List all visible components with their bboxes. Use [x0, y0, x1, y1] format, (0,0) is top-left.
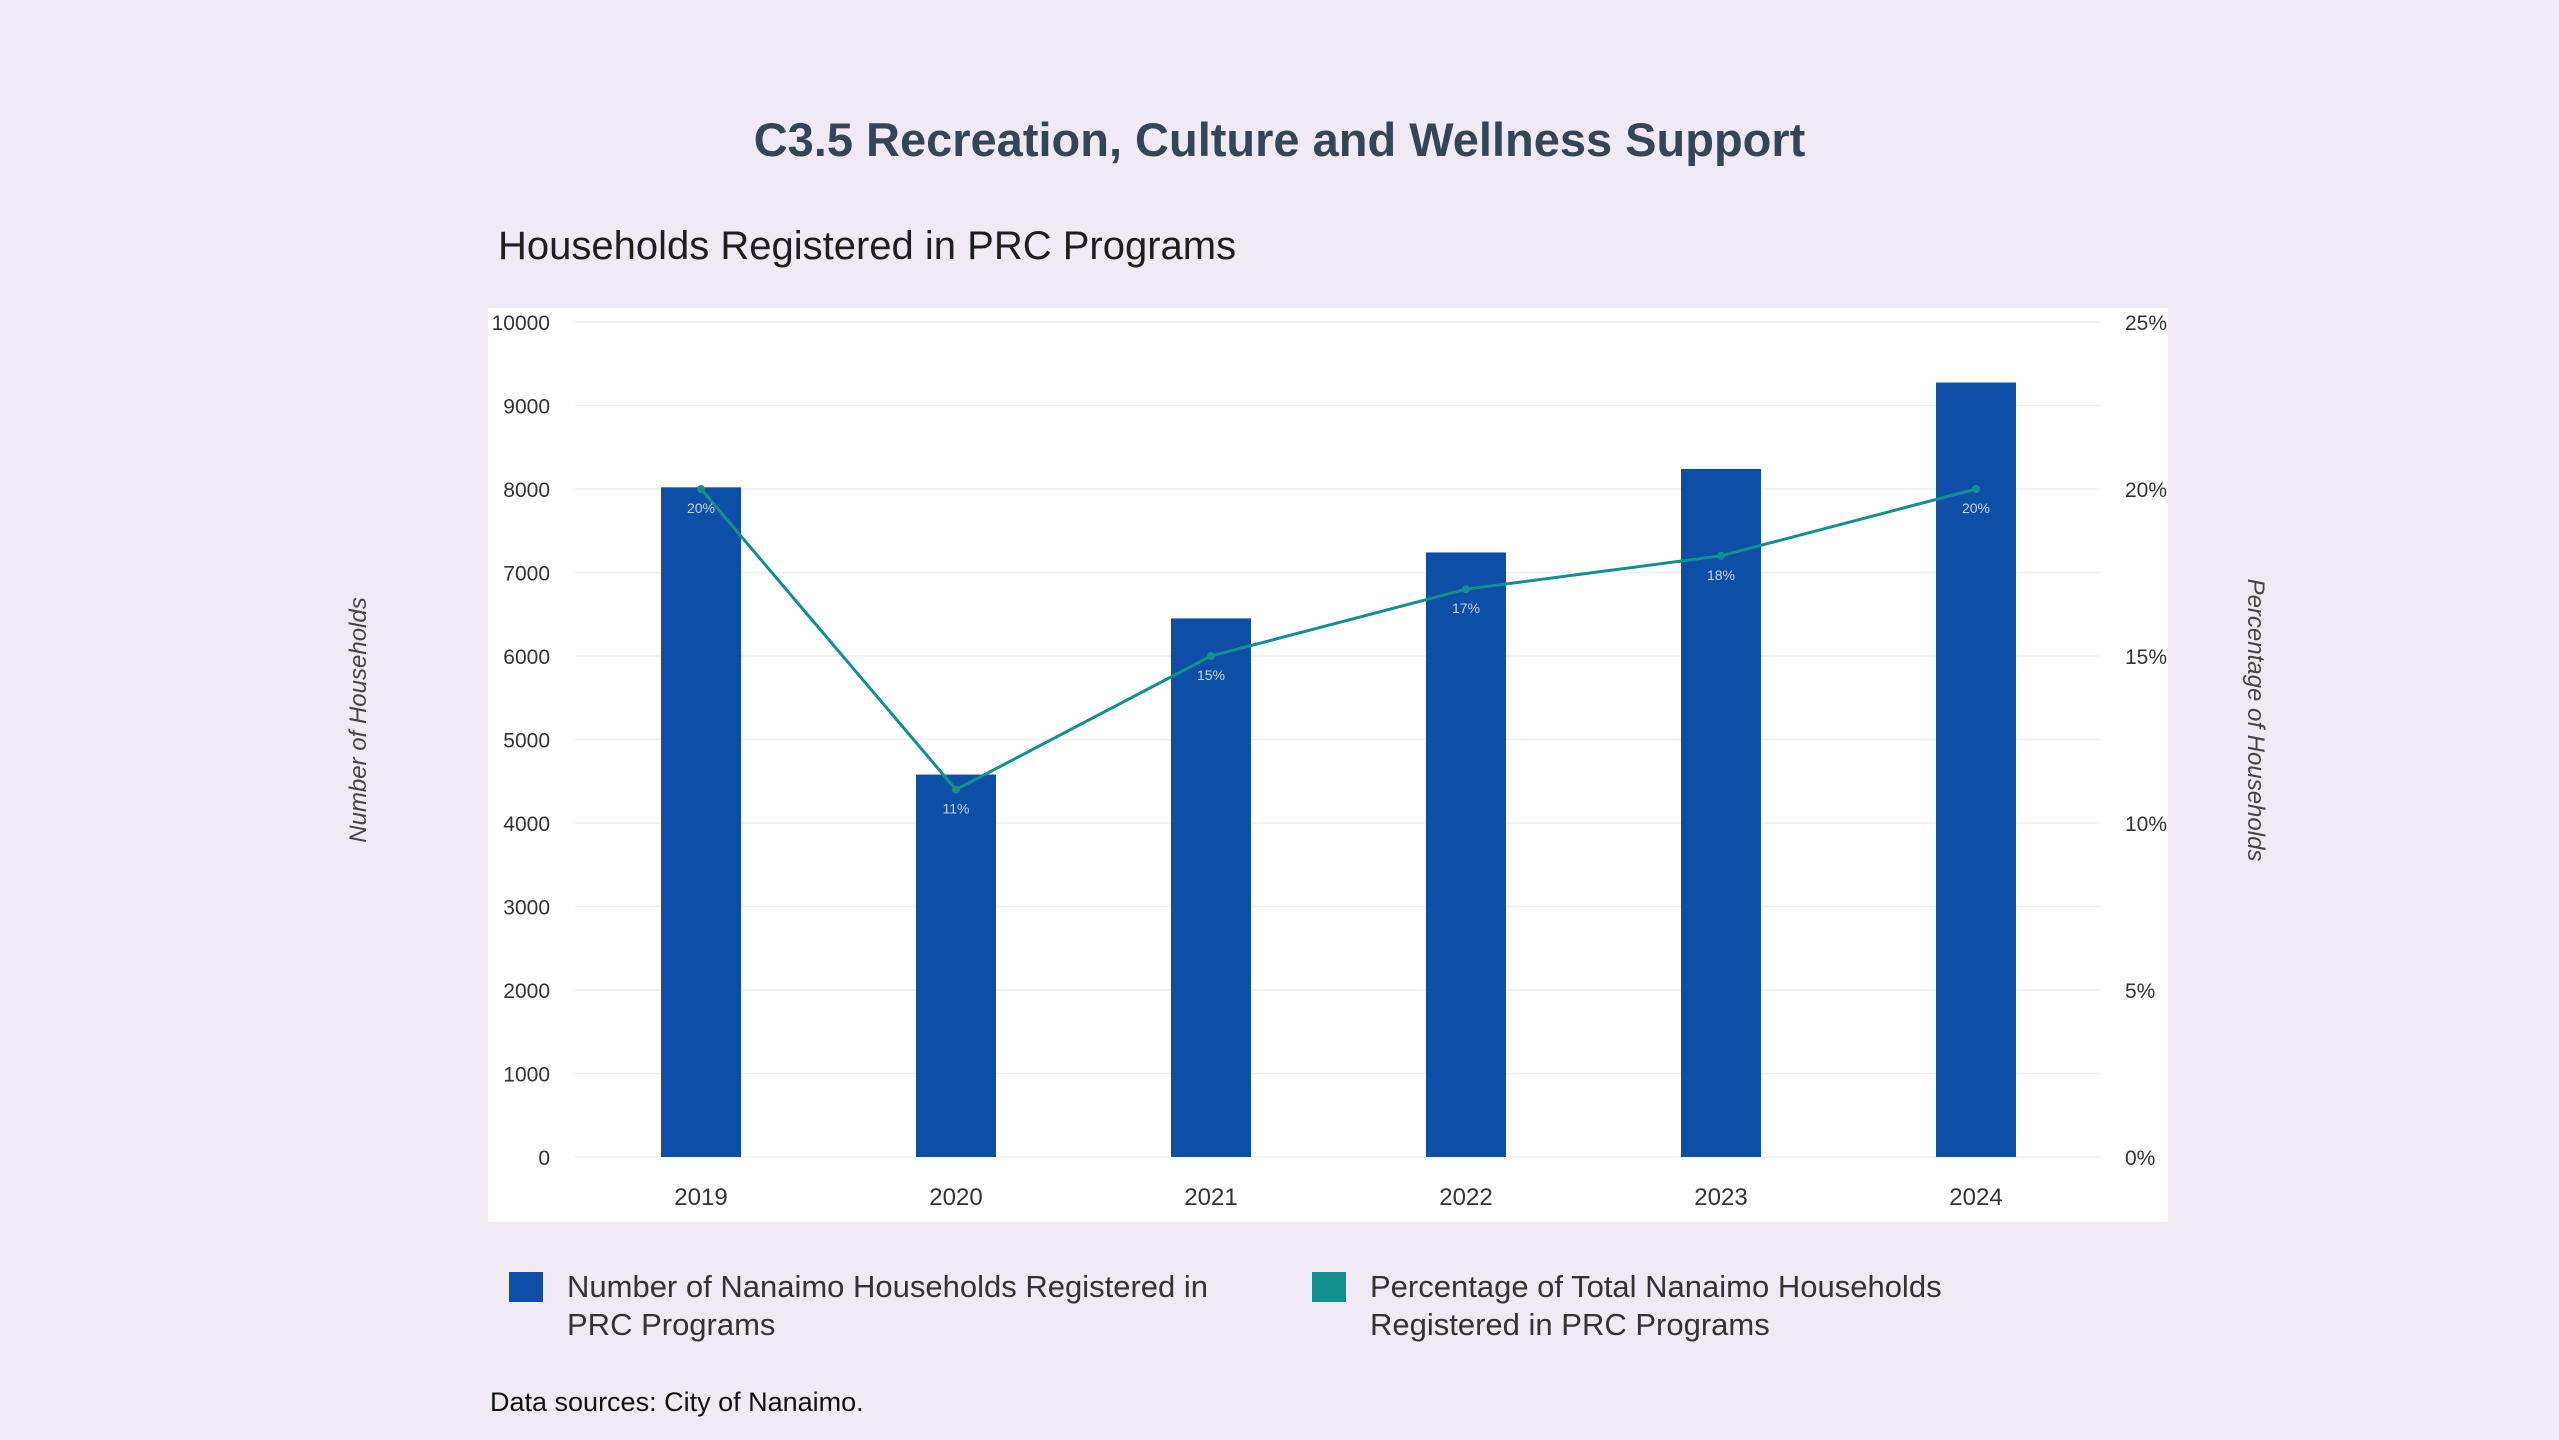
- chart-panel: [488, 308, 2168, 1222]
- data-source: Data sources: City of Nanaimo.: [490, 1387, 864, 1417]
- y2-tick-label: 25%: [2125, 312, 2167, 335]
- data-label: 17%: [1452, 600, 1480, 616]
- data-label: 11%: [943, 801, 970, 817]
- y2-axis-title: Percentage of Households: [2242, 579, 2269, 862]
- y-tick-label: 8000: [503, 479, 550, 502]
- x-tick-label: 2021: [1184, 1184, 1237, 1211]
- bar-2019: [661, 487, 741, 1158]
- y-tick-label: 9000: [503, 396, 550, 419]
- chart-title: Households Registered in PRC Programs: [498, 224, 1237, 268]
- y2-tick-label: 0%: [2125, 1147, 2155, 1170]
- x-tick-label: 2022: [1439, 1184, 1492, 1211]
- y-tick-label: 1000: [503, 1064, 550, 1087]
- data-label: 20%: [1962, 500, 1990, 516]
- legend-swatch-line: [1312, 1272, 1346, 1302]
- line-point-2023: [1717, 551, 1725, 560]
- data-label: 18%: [1707, 567, 1735, 583]
- y-tick-label: 4000: [503, 813, 550, 836]
- y-tick-label: 7000: [503, 563, 550, 586]
- bar-2024: [1936, 382, 2016, 1158]
- legend-item-bars: Number of Nanaimo Households Registered …: [509, 1268, 1247, 1344]
- legend-label-line: Percentage of Total Nanaimo Households R…: [1370, 1269, 1942, 1342]
- line-point-2024: [1972, 485, 1980, 493]
- bar-2023: [1681, 468, 1761, 1158]
- legend-label-bars: Number of Nanaimo Households Registered …: [567, 1269, 1208, 1342]
- line-point-2020: [952, 785, 960, 794]
- y-tick-label: 5000: [503, 730, 550, 753]
- line-point-2019: [697, 485, 705, 493]
- line-point-2022: [1462, 585, 1470, 594]
- x-tick-label: 2023: [1694, 1184, 1747, 1211]
- legend-swatch-bars: [509, 1272, 543, 1302]
- y2-tick-label: 5%: [2125, 980, 2155, 1003]
- y2-tick-label: 15%: [2125, 646, 2167, 669]
- legend-item-line: Percentage of Total Nanaimo Households R…: [1312, 1268, 2050, 1344]
- y2-tick-label: 20%: [2125, 479, 2167, 502]
- y-axis-title: Number of Households: [345, 597, 372, 842]
- y-tick-label: 6000: [503, 646, 550, 669]
- bar-2021: [1171, 618, 1251, 1157]
- x-tick-label: 2020: [929, 1184, 982, 1211]
- page-title: C3.5 Recreation, Culture and Wellness Su…: [753, 113, 1806, 166]
- y-tick-label: 3000: [503, 897, 550, 920]
- bar-2020: [916, 774, 996, 1157]
- line-point-2021: [1207, 652, 1215, 660]
- y-tick-label: 10000: [492, 312, 550, 335]
- x-tick-label: 2019: [674, 1184, 727, 1211]
- data-label: 20%: [687, 500, 715, 516]
- y-tick-label: 2000: [503, 980, 550, 1003]
- percentage-line: [699, 487, 1977, 792]
- x-tick-label: 2024: [1949, 1184, 2002, 1211]
- y-tick-label: 0: [538, 1147, 550, 1170]
- y2-tick-label: 10%: [2125, 813, 2167, 836]
- data-label: 15%: [1197, 667, 1225, 683]
- bar-2022: [1426, 552, 1506, 1157]
